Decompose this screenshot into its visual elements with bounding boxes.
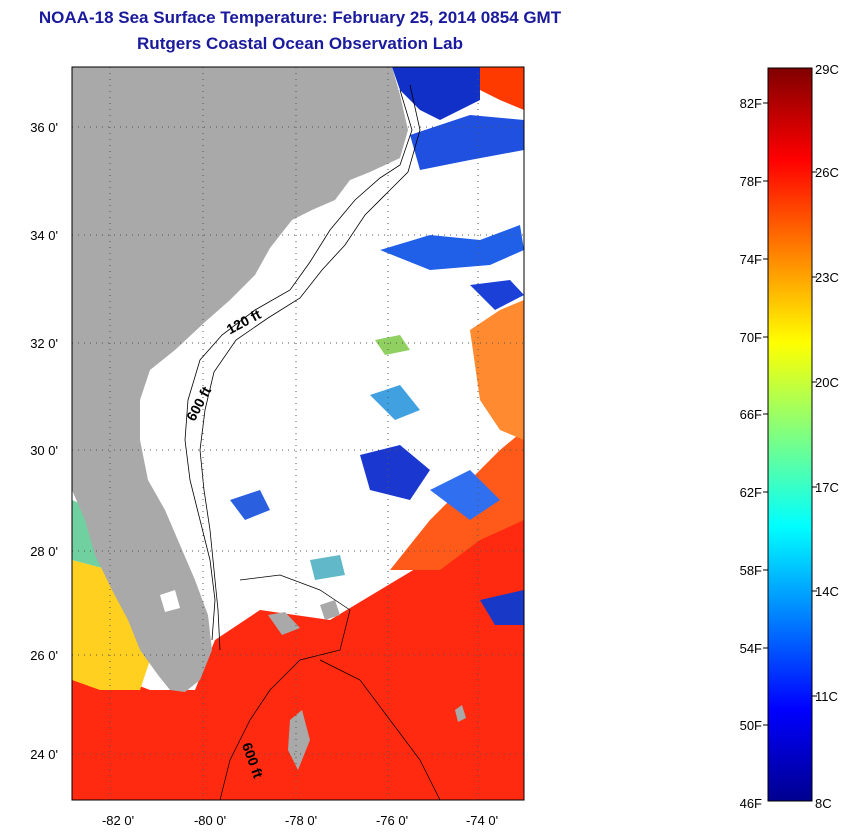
lon-tick-label: -80 0' xyxy=(194,813,226,828)
lon-tick-label: -76 0' xyxy=(376,813,408,828)
colorbar-c-label: 11C xyxy=(815,689,838,704)
cold-water-region xyxy=(310,555,345,580)
lat-tick-label: 36 0' xyxy=(30,120,58,135)
island xyxy=(288,710,310,770)
colorbar-f-label: 58F xyxy=(740,563,762,578)
cold-water-region xyxy=(392,67,480,120)
map-frame xyxy=(71,66,525,801)
colorbar-f-label: 62F xyxy=(740,485,762,500)
contour-600ft xyxy=(199,84,421,651)
cold-water-region xyxy=(380,225,524,270)
cold-water-region xyxy=(370,385,420,420)
lat-tick-label: 32 0' xyxy=(30,336,58,351)
lon-tick-label: -74 0' xyxy=(466,813,498,828)
contour-bahamas-bank xyxy=(319,659,441,800)
lon-tick-label: -82 0' xyxy=(102,813,134,828)
colorbar-c-label: 26C xyxy=(815,165,839,180)
gulf-water-region xyxy=(72,560,150,690)
colorbar xyxy=(767,67,813,802)
lat-tick-label: 24 0' xyxy=(30,747,58,762)
land-mass xyxy=(160,590,180,612)
lat-tick-label: 34 0' xyxy=(30,228,58,243)
island xyxy=(320,600,340,620)
cold-water-region xyxy=(375,335,410,355)
cold-water-region xyxy=(430,470,500,520)
contour-120ft xyxy=(184,89,413,641)
island xyxy=(268,612,300,635)
colorbar-c-label: 17C xyxy=(815,480,839,495)
colorbar-f-label: 66F xyxy=(740,407,762,422)
warm-water-region xyxy=(470,300,524,440)
colorbar-f-label: 46F xyxy=(740,796,762,811)
lat-tick-label: 26 0' xyxy=(30,648,58,663)
lat-tick-label: 30 0' xyxy=(30,443,58,458)
island xyxy=(455,705,466,722)
colorbar-c-label: 23C xyxy=(815,270,839,285)
lon-tick-label: -78 0' xyxy=(285,813,317,828)
colorbar-f-label: 54F xyxy=(740,641,762,656)
lon-gridlines xyxy=(109,67,479,800)
colorbar-c-label: 29C xyxy=(815,62,839,77)
colorbar-ticks xyxy=(763,102,817,726)
lat-tick-label: 28 0' xyxy=(30,544,58,559)
cold-water-region xyxy=(410,115,524,170)
warm-water-region xyxy=(480,67,524,110)
colorbar-c-label: 8C xyxy=(815,796,832,811)
colorbar-f-label: 82F xyxy=(740,96,762,111)
colorbar-c-label: 14C xyxy=(815,584,839,599)
contour-600ft-bahamas xyxy=(219,574,351,800)
warm-water-region xyxy=(72,480,524,800)
cold-water-region xyxy=(470,280,524,310)
cold-water-region xyxy=(230,490,270,520)
map-title: NOAA-18 Sea Surface Temperature: Februar… xyxy=(38,8,562,27)
colorbar-f-label: 74F xyxy=(740,252,762,267)
colorbar-f-label: 50F xyxy=(740,718,762,733)
map-subtitle: Rutgers Coastal Ocean Observation Lab xyxy=(137,34,463,53)
colorbar-f-label: 78F xyxy=(740,174,762,189)
colorbar-c-label: 20C xyxy=(815,375,839,390)
cold-water-region xyxy=(480,590,524,625)
cold-water-region xyxy=(360,445,430,500)
colorbar-f-label: 70F xyxy=(740,330,762,345)
land-mass xyxy=(72,67,408,692)
map-image xyxy=(72,67,524,800)
